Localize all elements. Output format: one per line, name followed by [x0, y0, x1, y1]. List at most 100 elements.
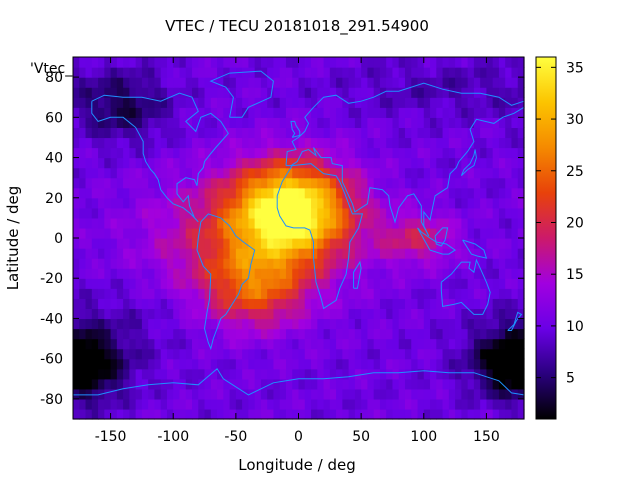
heat-cell [398, 348, 406, 360]
heat-cell [285, 238, 293, 249]
heat-cell [511, 258, 519, 269]
heat-cell [98, 348, 105, 360]
heat-cell [398, 298, 406, 309]
heat-cell [254, 197, 262, 209]
heat-cell [273, 258, 281, 269]
heat-cell [317, 177, 325, 189]
heat-cell [85, 378, 93, 390]
heat-cell [448, 278, 456, 289]
heat-cell [455, 97, 462, 108]
heat-cell [260, 248, 268, 259]
heat-cell [267, 97, 275, 108]
heat-cell [110, 67, 118, 78]
heat-cell [223, 278, 231, 289]
heat-cell [361, 308, 368, 320]
heat-cell [386, 57, 394, 68]
heat-cell [85, 408, 93, 420]
heat-cell [104, 57, 112, 68]
heat-cell [304, 97, 312, 108]
heat-cell [311, 217, 318, 229]
heat-cell [273, 107, 281, 118]
heat-cell [104, 388, 112, 400]
heat-cell [317, 408, 325, 420]
heat-cell [367, 207, 375, 219]
heat-cell [373, 388, 381, 400]
heat-cell [223, 338, 231, 350]
heat-cell [361, 77, 368, 88]
heat-cell [116, 408, 124, 420]
heat-cell [279, 157, 287, 169]
heat-cell [204, 187, 212, 199]
heat-cell [154, 157, 162, 169]
heat-cell [223, 258, 231, 269]
heat-cell [98, 167, 105, 179]
heat-cell [392, 177, 400, 189]
heat-cell [311, 378, 318, 390]
heat-cell [317, 318, 325, 330]
heat-cell [141, 298, 149, 309]
heat-cell [229, 207, 237, 219]
heat-cell [298, 328, 306, 340]
heat-cell [123, 217, 130, 229]
heat-cell [430, 378, 437, 390]
heat-cell [260, 227, 268, 239]
heat-cell [392, 388, 400, 400]
heat-cell [423, 167, 431, 179]
heat-cell [498, 258, 506, 269]
heat-cell [517, 117, 525, 128]
heat-cell [411, 268, 419, 279]
heat-cell [367, 408, 375, 420]
heat-cell [179, 398, 187, 410]
heat-cell [386, 378, 394, 390]
heat-cell [223, 378, 231, 390]
heat-cell [229, 187, 237, 199]
heat-cell [455, 388, 462, 400]
heat-cell [423, 368, 431, 380]
heat-cell [304, 238, 312, 249]
heat-cell [448, 87, 456, 98]
heat-cell [210, 368, 218, 380]
heat-cell [517, 358, 525, 370]
heat-cell [260, 167, 268, 179]
heat-cell [336, 87, 343, 98]
heat-cell [204, 368, 212, 380]
heat-cell [248, 348, 256, 360]
heat-cell [85, 127, 93, 139]
heat-cell [473, 238, 481, 249]
heat-cell [511, 408, 519, 420]
heat-cell [386, 97, 394, 108]
heat-cell [461, 77, 469, 88]
heat-cell [141, 388, 149, 400]
heat-cell [260, 308, 268, 320]
heat-cell [398, 217, 406, 229]
heat-cell [386, 298, 394, 309]
heat-cell [123, 288, 130, 299]
heat-cell [267, 338, 275, 350]
heat-cell [430, 268, 437, 279]
heat-cell [85, 398, 93, 410]
heat-cell [379, 408, 387, 420]
heat-cell [123, 177, 130, 189]
heat-cell [292, 318, 300, 330]
heat-cell [217, 147, 224, 159]
heat-cell [323, 217, 331, 229]
heat-cell [123, 238, 130, 249]
heat-cell [323, 258, 331, 269]
heat-cell [323, 398, 331, 410]
heat-cell [367, 388, 375, 400]
heat-cell [336, 238, 343, 249]
heat-cell [455, 348, 462, 360]
heat-cell [148, 268, 156, 279]
heat-cell [285, 157, 293, 169]
heat-cell [91, 268, 99, 279]
heat-cell [98, 97, 105, 108]
heat-cell [135, 368, 143, 380]
heat-cell [505, 147, 513, 159]
heat-cell [198, 358, 206, 370]
heat-cell [267, 227, 275, 239]
heat-cell [210, 147, 218, 159]
heat-cell [79, 238, 87, 249]
heat-cell [411, 398, 419, 410]
heat-cell [279, 388, 287, 400]
heat-cell [179, 388, 187, 400]
